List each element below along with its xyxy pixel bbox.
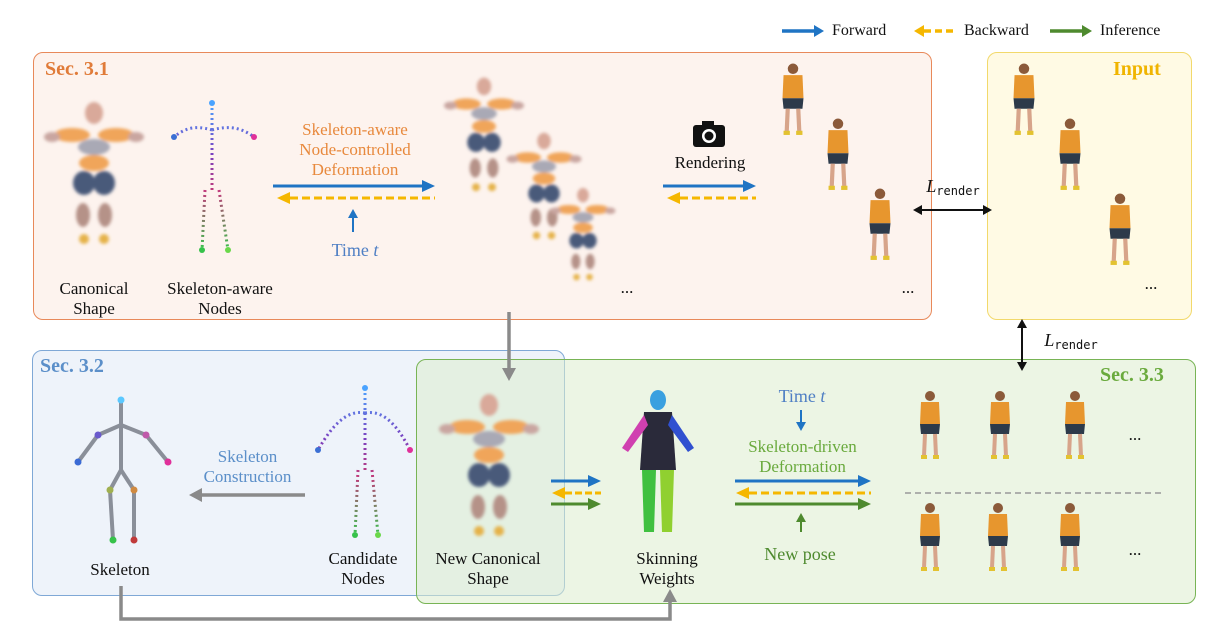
legend-backward: Backward xyxy=(912,22,1029,40)
lrender-label-vertical: Lrender xyxy=(1044,330,1098,352)
sec31-ellipsis-1: ... xyxy=(620,278,634,297)
deformed-shapes-figure xyxy=(444,77,616,281)
sec31-ellipsis-2: ... xyxy=(901,278,915,297)
new-pose-label: New pose xyxy=(764,544,836,564)
time-label-sec33: Time t xyxy=(778,386,826,406)
sec31-deformation-arrows xyxy=(273,180,435,232)
gray-arrow-construction xyxy=(189,488,305,502)
rendered-images-figure xyxy=(783,64,891,260)
legend-inference-label: Inference xyxy=(1100,22,1161,39)
legend-forward-label: Forward xyxy=(832,22,887,39)
driven-results-row2 xyxy=(918,501,1082,573)
gray-arrow-down xyxy=(502,312,516,381)
gray-arrow-skeleton-to-skinning xyxy=(119,586,677,621)
lrender-horizontal-arrow xyxy=(913,205,992,215)
new-canonical-shape-figure xyxy=(439,394,539,536)
sec33-deformation-arrows xyxy=(735,410,871,532)
legend-inference: Inference xyxy=(1048,22,1160,40)
skinning-weights-label: Skinning Weights xyxy=(636,549,698,588)
driven-results-row1 xyxy=(918,389,1087,461)
sec33-ellipsis-2: ... xyxy=(1128,540,1142,559)
skeleton-joints xyxy=(74,396,172,544)
canonical-shape-label: Canonical Shape xyxy=(59,279,129,318)
legend-forward: Forward xyxy=(780,22,886,40)
sec33-title: Sec. 3.3 xyxy=(1100,364,1164,386)
input-ellipsis: ... xyxy=(1144,274,1158,293)
sec31-title: Sec. 3.1 xyxy=(45,58,109,80)
skeleton-construction-label: Skeleton Construction xyxy=(203,447,292,486)
skeleton-aware-nodes-label: Skeleton-aware Nodes xyxy=(167,279,273,318)
input-title: Input xyxy=(1113,58,1161,80)
time-label-sec31: Time t xyxy=(331,240,379,260)
forward-arrow-icon xyxy=(782,25,824,37)
new-canonical-shape-label: New Canonical Shape xyxy=(435,549,541,588)
legend-backward-label: Backward xyxy=(964,22,1029,39)
sec31-panel xyxy=(33,52,932,320)
sec33-ellipsis-1: ... xyxy=(1128,425,1142,444)
canonical-skinning-arrows xyxy=(551,475,601,510)
backward-arrow-icon xyxy=(914,25,956,37)
lrender-vertical-arrow xyxy=(1017,319,1027,371)
skeleton-driven-deformation-label: Skeleton-driven Deformation xyxy=(748,437,857,476)
rendering-arrows xyxy=(663,180,756,204)
skeleton-figure xyxy=(76,400,170,541)
sec32-title: Sec. 3.2 xyxy=(40,355,104,377)
input-images-figure xyxy=(1014,64,1131,265)
skeleton-nodes-figure xyxy=(171,100,257,253)
node-controlled-deformation-label: Skeleton-aware Node-controlled Deformati… xyxy=(299,120,411,179)
candidate-nodes-label: Candidate Nodes xyxy=(328,549,398,588)
canonical-shape-figure xyxy=(44,102,144,244)
lrender-label-horizontal: Lrender xyxy=(926,176,980,198)
candidate-nodes-figure xyxy=(315,385,413,538)
inference-arrow-icon xyxy=(1050,25,1092,37)
camera-icon xyxy=(693,121,725,147)
rendering-label: Rendering xyxy=(674,153,746,172)
skeleton-label: Skeleton xyxy=(90,560,150,579)
skinning-weights-figure xyxy=(622,390,694,532)
